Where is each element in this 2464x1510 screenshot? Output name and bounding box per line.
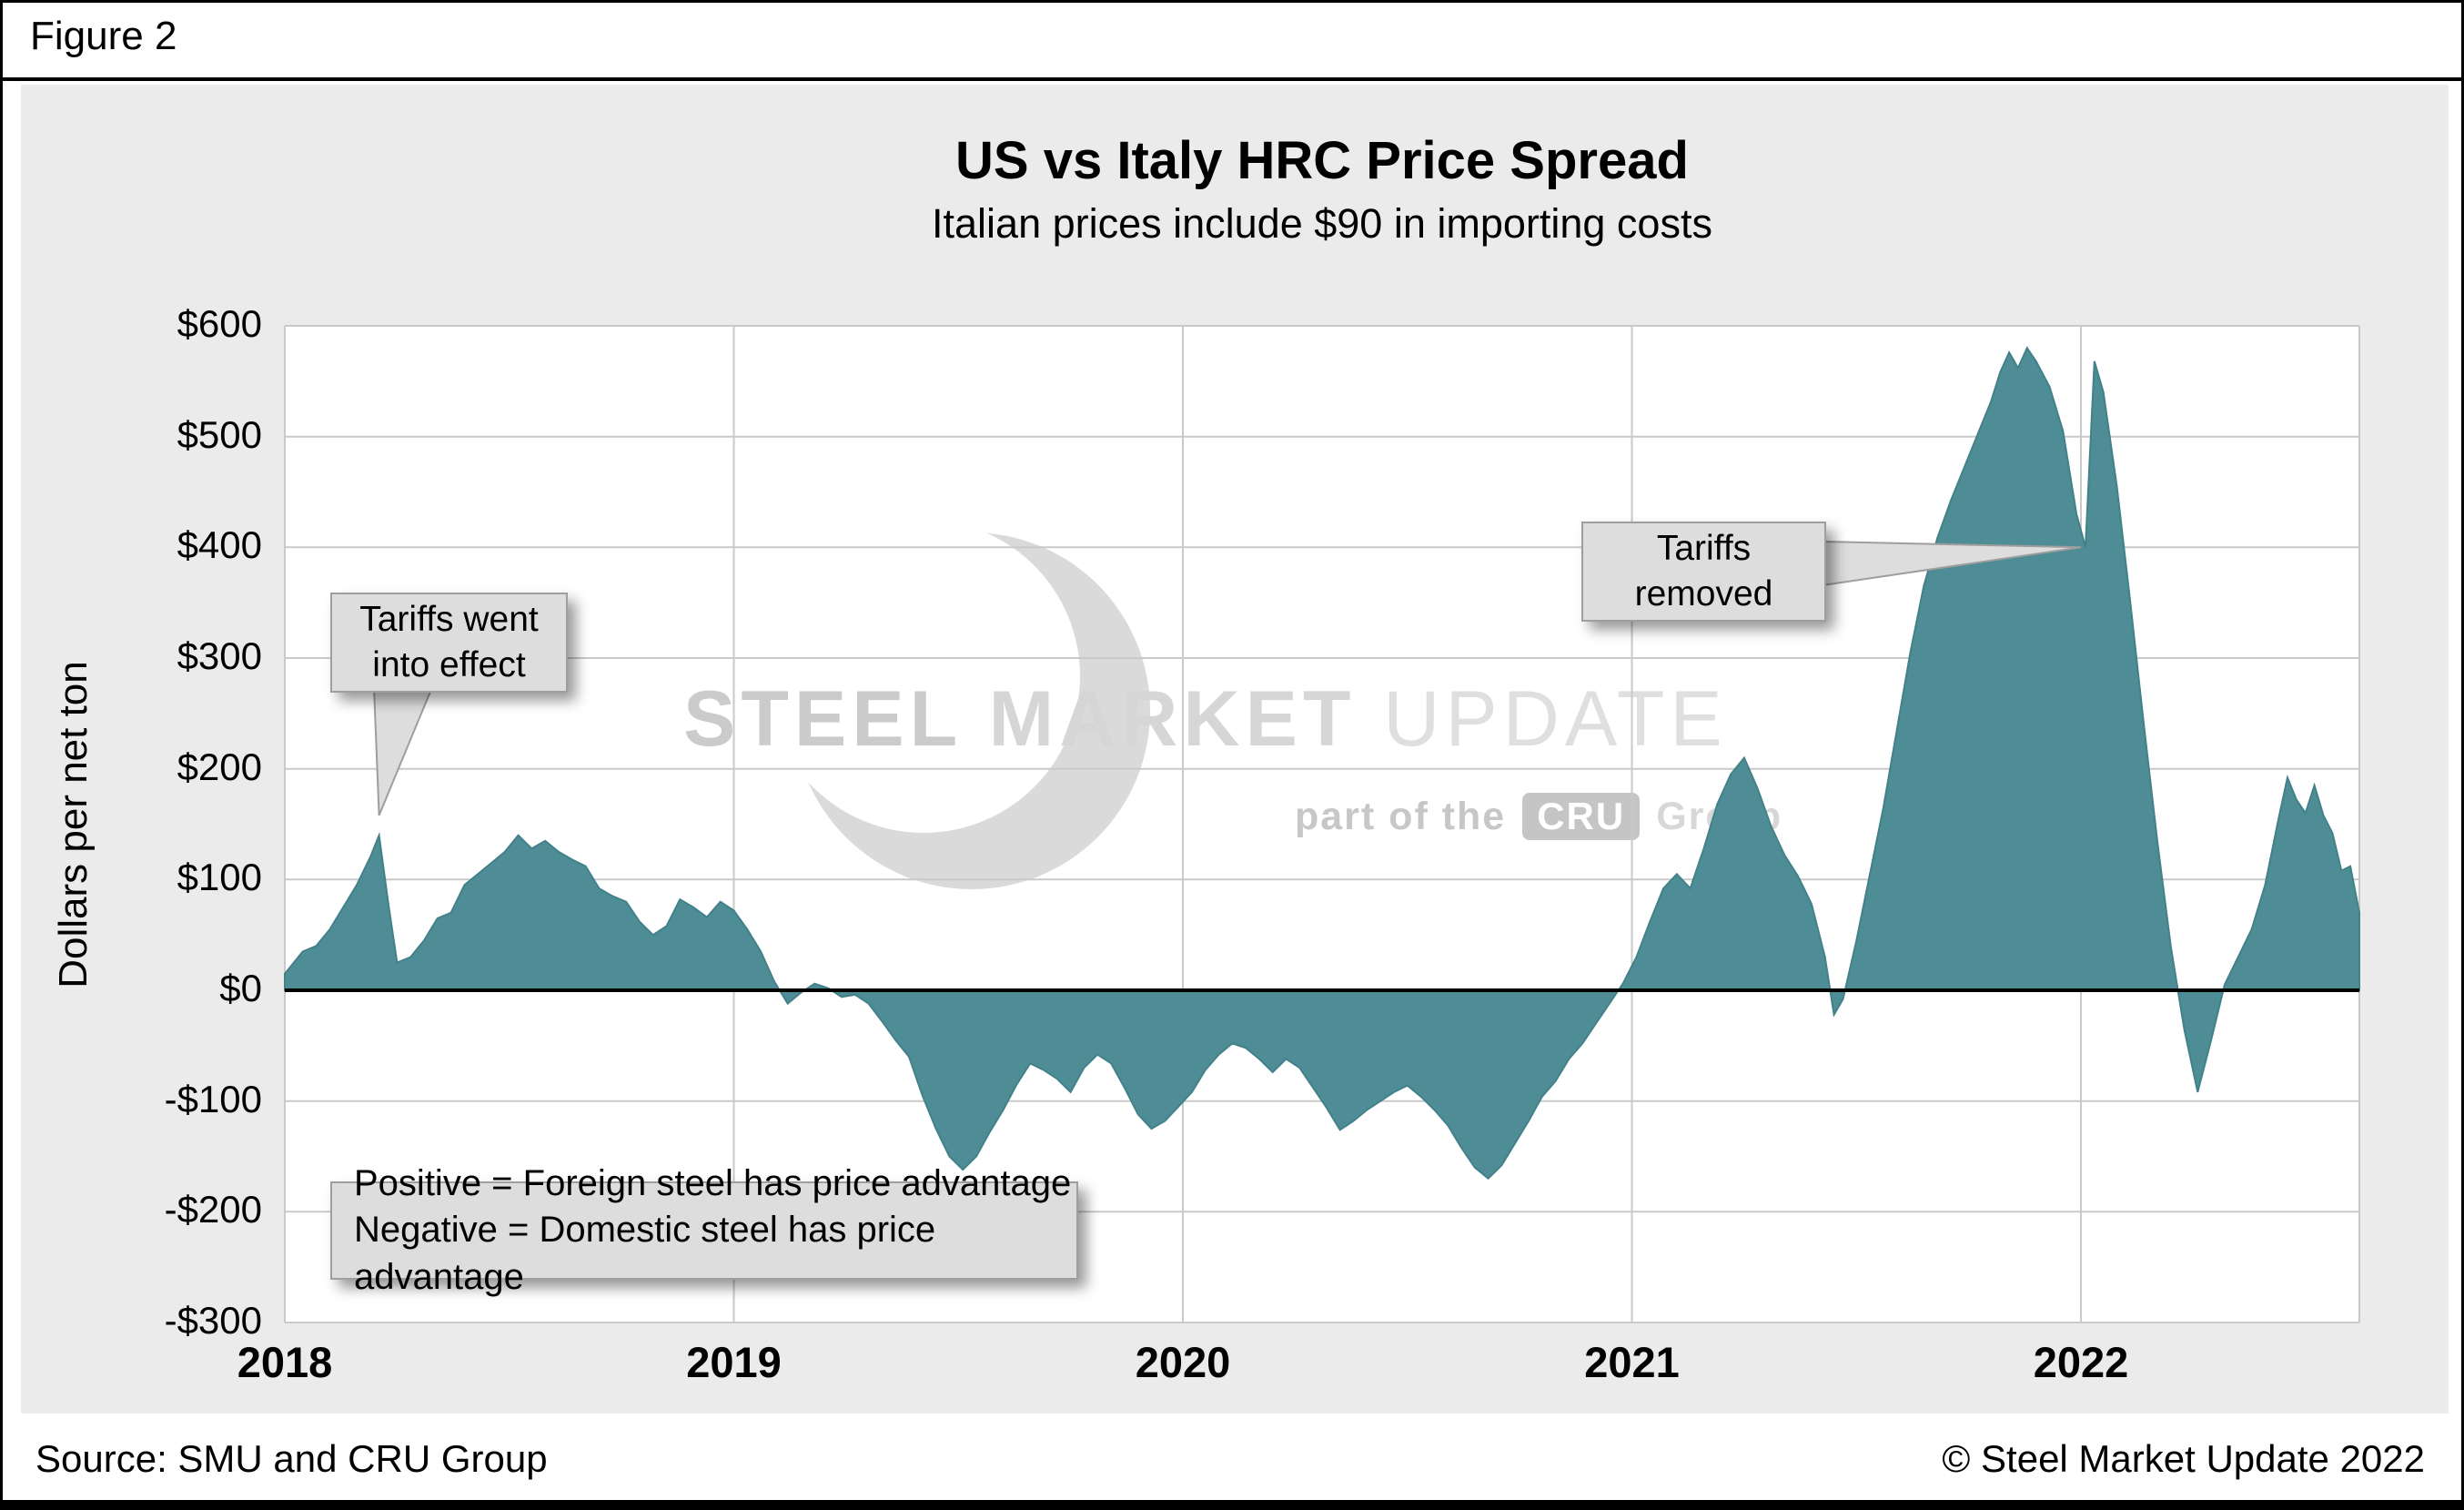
note-text-line: Negative = Domestic steel has price adva…: [354, 1210, 936, 1297]
y-axis-title: Dollars per net ton: [51, 661, 96, 988]
y-tick-label: $200: [177, 745, 262, 788]
y-tick-label: $500: [177, 412, 262, 456]
x-tick-label: 2021: [1584, 1338, 1680, 1386]
x-tick-label: 2022: [2033, 1338, 2129, 1386]
y-tick-label: $100: [177, 856, 262, 899]
y-tick-label: $300: [177, 634, 262, 677]
x-tick-label: 2019: [686, 1338, 782, 1386]
y-tick-label: -$200: [164, 1188, 262, 1231]
price-spread-area: [284, 346, 2360, 1181]
y-tick-label: -$300: [164, 1299, 262, 1342]
note-text-line: Positive = Foreign steel has price advan…: [354, 1163, 1072, 1204]
y-tick-label: $400: [177, 523, 262, 567]
y-tick-label: -$100: [164, 1077, 262, 1120]
callout-text-line: into effect: [372, 645, 526, 684]
callout-text-line: Tariffs: [1656, 529, 1752, 569]
y-tick-label: $600: [177, 302, 262, 345]
header-rule: [3, 77, 2461, 81]
price-spread-area-chart: [284, 325, 2360, 1323]
copyright-notice: © Steel Market Update 2022: [1942, 1437, 2425, 1480]
chart-title: US vs Italy HRC Price Spread: [955, 131, 1689, 190]
source-attribution: Source: SMU and CRU Group: [35, 1437, 548, 1480]
callout-tariffs-went-into-effect: Tariffs went into effect: [330, 593, 568, 693]
title-block: US vs Italy HRC Price Spread Italian pri…: [285, 130, 2359, 248]
callout-leader-tariffs-effect: [372, 686, 434, 816]
callout-tariffs-removed: Tariffs removed: [1581, 522, 1826, 622]
y-tick-label: $0: [219, 967, 262, 1009]
chart-subtitle: Italian prices include $90 in importing …: [932, 200, 1712, 247]
x-tick-label: 2018: [237, 1338, 333, 1386]
x-tick-label: 2020: [1135, 1338, 1231, 1386]
sign-convention-note-box: Positive = Foreign steel has price advan…: [330, 1163, 1078, 1297]
callout-text-line: Tariffs went: [359, 600, 539, 640]
callout-text-line: removed: [1634, 574, 1773, 613]
figure-label: Figure 2: [30, 14, 177, 58]
